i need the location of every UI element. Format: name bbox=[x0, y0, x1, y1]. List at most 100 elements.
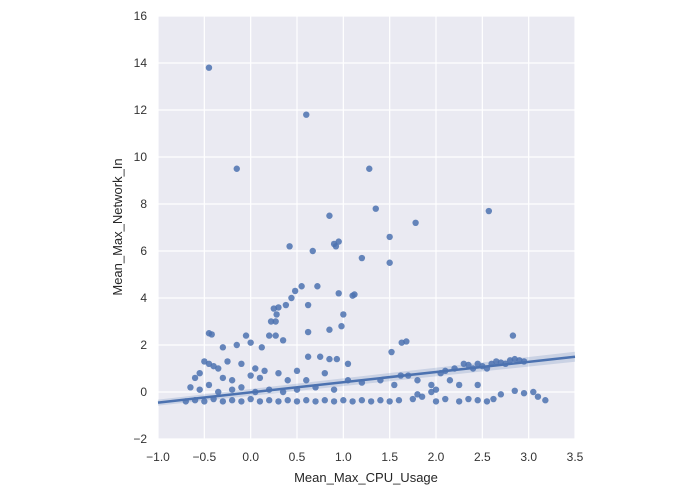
data-point bbox=[303, 111, 310, 118]
data-point bbox=[247, 372, 254, 379]
x-tick-label: −0.5 bbox=[192, 450, 216, 464]
x-tick-label: −1.0 bbox=[146, 450, 170, 464]
data-point bbox=[256, 374, 264, 382]
data-point bbox=[483, 398, 491, 405]
data-point bbox=[446, 377, 454, 384]
data-point bbox=[219, 398, 227, 405]
data-point bbox=[530, 388, 537, 396]
data-point bbox=[386, 233, 393, 241]
data-point bbox=[205, 381, 213, 389]
data-point bbox=[542, 397, 549, 404]
data-point bbox=[215, 388, 222, 396]
data-point bbox=[386, 259, 393, 266]
data-point bbox=[304, 301, 312, 309]
data-point bbox=[275, 370, 282, 377]
data-point bbox=[414, 377, 421, 384]
data-point bbox=[309, 247, 316, 255]
x-tick-label: 1.0 bbox=[335, 450, 352, 464]
x-tick-label: 3.5 bbox=[567, 450, 584, 464]
data-point bbox=[291, 287, 299, 295]
x-tick-label: 1.5 bbox=[381, 450, 398, 464]
x-tick-label: 2.0 bbox=[428, 450, 445, 464]
data-point bbox=[332, 243, 340, 250]
y-tick-label: 4 bbox=[140, 291, 147, 305]
data-point bbox=[474, 360, 481, 367]
data-point bbox=[284, 377, 291, 384]
y-tick-label: 12 bbox=[134, 103, 148, 117]
data-point bbox=[490, 395, 497, 403]
data-point bbox=[455, 398, 463, 405]
data-point bbox=[511, 387, 518, 395]
data-point bbox=[335, 290, 342, 297]
data-point bbox=[326, 355, 333, 363]
data-point bbox=[366, 165, 373, 172]
x-tick-label: 2.5 bbox=[474, 450, 491, 464]
data-point bbox=[474, 397, 481, 404]
data-point bbox=[428, 381, 435, 389]
data-point bbox=[316, 353, 324, 360]
data-point bbox=[282, 301, 290, 309]
data-point bbox=[432, 398, 440, 405]
data-point bbox=[412, 219, 419, 226]
data-point bbox=[242, 332, 250, 339]
x-axis-ticks: −1.0 −0.5 0.0 0.5 1.0 1.5 2.0 2.5 3.0 3.5 bbox=[146, 450, 584, 464]
data-point bbox=[224, 358, 231, 365]
data-point bbox=[465, 395, 472, 403]
data-point bbox=[358, 254, 366, 262]
data-point bbox=[238, 384, 245, 391]
y-tick-label: 2 bbox=[140, 338, 147, 352]
data-point bbox=[442, 395, 449, 403]
data-point bbox=[391, 381, 398, 389]
data-point bbox=[228, 377, 236, 384]
y-tick-label: 14 bbox=[134, 56, 148, 70]
regression-line bbox=[157, 355, 576, 404]
data-point bbox=[279, 388, 287, 396]
data-point bbox=[286, 243, 293, 250]
data-point bbox=[314, 283, 321, 290]
data-point bbox=[330, 398, 338, 405]
y-axis-ticks: −2 0 2 4 6 8 10 12 14 16 bbox=[133, 9, 147, 446]
data-point bbox=[321, 370, 328, 377]
data-point bbox=[326, 326, 333, 333]
data-point bbox=[228, 397, 236, 404]
data-point bbox=[367, 398, 375, 405]
data-point bbox=[340, 397, 347, 404]
data-point bbox=[270, 305, 278, 312]
y-tick-label: 6 bbox=[140, 244, 147, 258]
data-point bbox=[485, 207, 493, 215]
data-point bbox=[520, 389, 528, 397]
data-point bbox=[187, 384, 194, 391]
data-point bbox=[256, 398, 264, 405]
data-point bbox=[303, 397, 310, 404]
data-point bbox=[196, 370, 203, 377]
data-point bbox=[266, 332, 273, 339]
data-point bbox=[272, 332, 279, 339]
data-point bbox=[238, 360, 245, 367]
data-point bbox=[340, 311, 347, 318]
data-point bbox=[267, 318, 275, 325]
plot-area bbox=[158, 16, 575, 439]
data-point bbox=[372, 205, 379, 212]
x-tick-label: 3.0 bbox=[520, 450, 537, 464]
data-point bbox=[279, 337, 287, 344]
data-point bbox=[228, 386, 236, 393]
data-point bbox=[465, 361, 472, 369]
data-point bbox=[414, 391, 421, 398]
data-point bbox=[403, 338, 410, 345]
data-point bbox=[288, 294, 295, 302]
data-point bbox=[266, 397, 273, 404]
x-axis-label: Mean_Max_CPU_Usage bbox=[294, 470, 438, 485]
data-point bbox=[338, 323, 345, 330]
data-point bbox=[247, 395, 254, 403]
gridlines bbox=[157, 15, 576, 440]
data-point bbox=[303, 377, 310, 384]
data-point bbox=[474, 381, 481, 389]
data-point bbox=[333, 355, 341, 363]
data-point bbox=[395, 397, 403, 404]
data-point bbox=[344, 360, 352, 367]
data-point bbox=[304, 328, 312, 336]
y-tick-label: 16 bbox=[134, 9, 148, 23]
data-point bbox=[312, 398, 319, 405]
data-point bbox=[321, 397, 328, 404]
